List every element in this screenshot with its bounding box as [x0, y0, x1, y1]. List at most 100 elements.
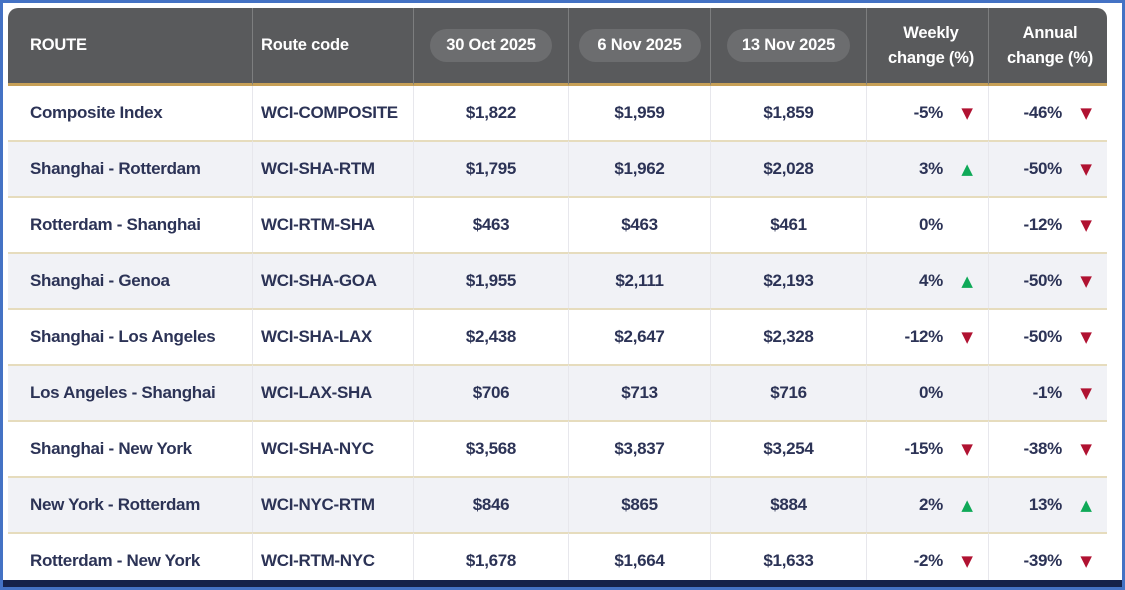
- weekly-change-cell: 0%: [866, 364, 988, 420]
- weekly-change-value: 3%: [919, 159, 943, 178]
- column-header-weekly-change: Weekly change (%): [866, 8, 988, 86]
- price-cell: $713: [568, 364, 710, 420]
- trend-arrow-icon: ▲: [961, 271, 973, 290]
- column-header-date-1: 30 Oct 2025: [413, 8, 568, 86]
- route-cell: Rotterdam - New York: [8, 532, 252, 587]
- annual-change-value: -50%: [1023, 159, 1063, 178]
- table-header: ROUTE Route code 30 Oct 2025 6 Nov 2025 …: [8, 8, 1107, 86]
- price-cell: $2,111: [568, 252, 710, 308]
- price-cell: $461: [710, 196, 866, 252]
- weekly-change-value: 0%: [919, 215, 943, 234]
- price-cell: $463: [413, 196, 568, 252]
- price-cell: $2,193: [710, 252, 866, 308]
- annual-change-cell: -39% ▼: [988, 532, 1107, 587]
- route-cell: Shanghai - Los Angeles: [8, 308, 252, 364]
- table-row-los-angeles-shanghai: Los Angeles - Shanghai WCI-LAX-SHA $706 …: [8, 364, 1107, 420]
- price-cell: $1,822: [413, 86, 568, 140]
- annual-change-cell: -12% ▼: [988, 196, 1107, 252]
- route-code-cell: WCI-RTM-SHA: [252, 196, 413, 252]
- route-cell: Shanghai - Genoa: [8, 252, 252, 308]
- annual-change-value: 13%: [1028, 495, 1062, 514]
- annual-change-cell: 13% ▲: [988, 476, 1107, 532]
- weekly-change-cell: -5% ▼: [866, 86, 988, 140]
- column-header-date-2: 6 Nov 2025: [568, 8, 710, 86]
- table-row-shanghai-rotterdam: Shanghai - Rotterdam WCI-SHA-RTM $1,795 …: [8, 140, 1107, 196]
- price-cell: $3,568: [413, 420, 568, 476]
- route-code-cell: WCI-NYC-RTM: [252, 476, 413, 532]
- trend-arrow-icon: ▲: [961, 495, 973, 514]
- price-cell: $1,678: [413, 532, 568, 587]
- price-cell: $865: [568, 476, 710, 532]
- annual-change-value: -50%: [1023, 327, 1063, 346]
- annual-change-value: -38%: [1023, 439, 1063, 458]
- table-row-rotterdam-new-york: Rotterdam - New York WCI-RTM-NYC $1,678 …: [8, 532, 1107, 587]
- weekly-change-cell: 4% ▲: [866, 252, 988, 308]
- annual-change-cell: -38% ▼: [988, 420, 1107, 476]
- route-cell: Shanghai - Rotterdam: [8, 140, 252, 196]
- weekly-change-cell: 0%: [866, 196, 988, 252]
- price-cell: $1,955: [413, 252, 568, 308]
- route-cell: Rotterdam - Shanghai: [8, 196, 252, 252]
- price-cell: $2,647: [568, 308, 710, 364]
- bottom-divider-bar: [3, 580, 1122, 587]
- route-code-cell: WCI-SHA-LAX: [252, 308, 413, 364]
- wci-rates-table: ROUTE Route code 30 Oct 2025 6 Nov 2025 …: [8, 8, 1107, 587]
- weekly-change-cell: 3% ▲: [866, 140, 988, 196]
- price-cell: $2,438: [413, 308, 568, 364]
- route-code-cell: WCI-LAX-SHA: [252, 364, 413, 420]
- price-cell: $1,959: [568, 86, 710, 140]
- price-cell: $846: [413, 476, 568, 532]
- table-row-shanghai-new-york: Shanghai - New York WCI-SHA-NYC $3,568 $…: [8, 420, 1107, 476]
- column-header-route: ROUTE: [8, 8, 252, 86]
- trend-arrow-icon: ▼: [1080, 215, 1092, 234]
- route-cell: New York - Rotterdam: [8, 476, 252, 532]
- annual-change-cell: -50% ▼: [988, 252, 1107, 308]
- annual-change-cell: -50% ▼: [988, 308, 1107, 364]
- trend-arrow-icon: ▼: [961, 551, 973, 570]
- annual-change-value: -12%: [1023, 215, 1063, 234]
- price-cell: $1,795: [413, 140, 568, 196]
- weekly-change-cell: -15% ▼: [866, 420, 988, 476]
- weekly-change-value: -12%: [904, 327, 944, 346]
- annual-change-cell: -46% ▼: [988, 86, 1107, 140]
- annual-change-cell: -1% ▼: [988, 364, 1107, 420]
- annual-change-value: -46%: [1023, 103, 1063, 122]
- price-cell: $716: [710, 364, 866, 420]
- trend-arrow-icon: ▲: [1080, 495, 1092, 514]
- price-cell: $706: [413, 364, 568, 420]
- route-code-cell: WCI-SHA-GOA: [252, 252, 413, 308]
- trend-arrow-icon: ▼: [1080, 327, 1092, 346]
- weekly-change-value: -2%: [913, 551, 944, 570]
- table-row-rotterdam-shanghai: Rotterdam - Shanghai WCI-RTM-SHA $463 $4…: [8, 196, 1107, 252]
- date-pill: 6 Nov 2025: [578, 29, 701, 62]
- price-cell: $2,028: [710, 140, 866, 196]
- weekly-change-cell: -2% ▼: [866, 532, 988, 587]
- annual-change-value: -39%: [1023, 551, 1063, 570]
- trend-arrow-icon: ▼: [961, 103, 973, 122]
- price-cell: $463: [568, 196, 710, 252]
- price-cell: $2,328: [710, 308, 866, 364]
- date-pill: 13 Nov 2025: [726, 29, 851, 62]
- price-cell: $3,837: [568, 420, 710, 476]
- trend-arrow-icon: ▼: [1080, 271, 1092, 290]
- price-cell: $1,664: [568, 532, 710, 587]
- price-cell: $884: [710, 476, 866, 532]
- column-header-annual-change: Annual change (%): [988, 8, 1107, 86]
- weekly-change-value: -15%: [904, 439, 944, 458]
- price-cell: $1,633: [710, 532, 866, 587]
- price-cell: $1,859: [710, 86, 866, 140]
- trend-arrow-icon: ▼: [1080, 383, 1092, 402]
- trend-arrow-icon: ▼: [1080, 551, 1092, 570]
- trend-arrow-icon: ▼: [1080, 159, 1092, 178]
- table-row-new-york-rotterdam: New York - Rotterdam WCI-NYC-RTM $846 $8…: [8, 476, 1107, 532]
- weekly-change-value: 4%: [919, 271, 943, 290]
- weekly-change-value: 0%: [919, 383, 943, 402]
- column-header-route-code: Route code: [252, 8, 413, 86]
- trend-arrow-icon: ▼: [961, 439, 973, 458]
- weekly-change-value: 2%: [919, 495, 943, 514]
- table-body: Composite Index WCI-COMPOSITE $1,822 $1,…: [8, 86, 1107, 587]
- route-code-cell: WCI-SHA-NYC: [252, 420, 413, 476]
- trend-arrow-icon: ▼: [1080, 103, 1092, 122]
- price-cell: $3,254: [710, 420, 866, 476]
